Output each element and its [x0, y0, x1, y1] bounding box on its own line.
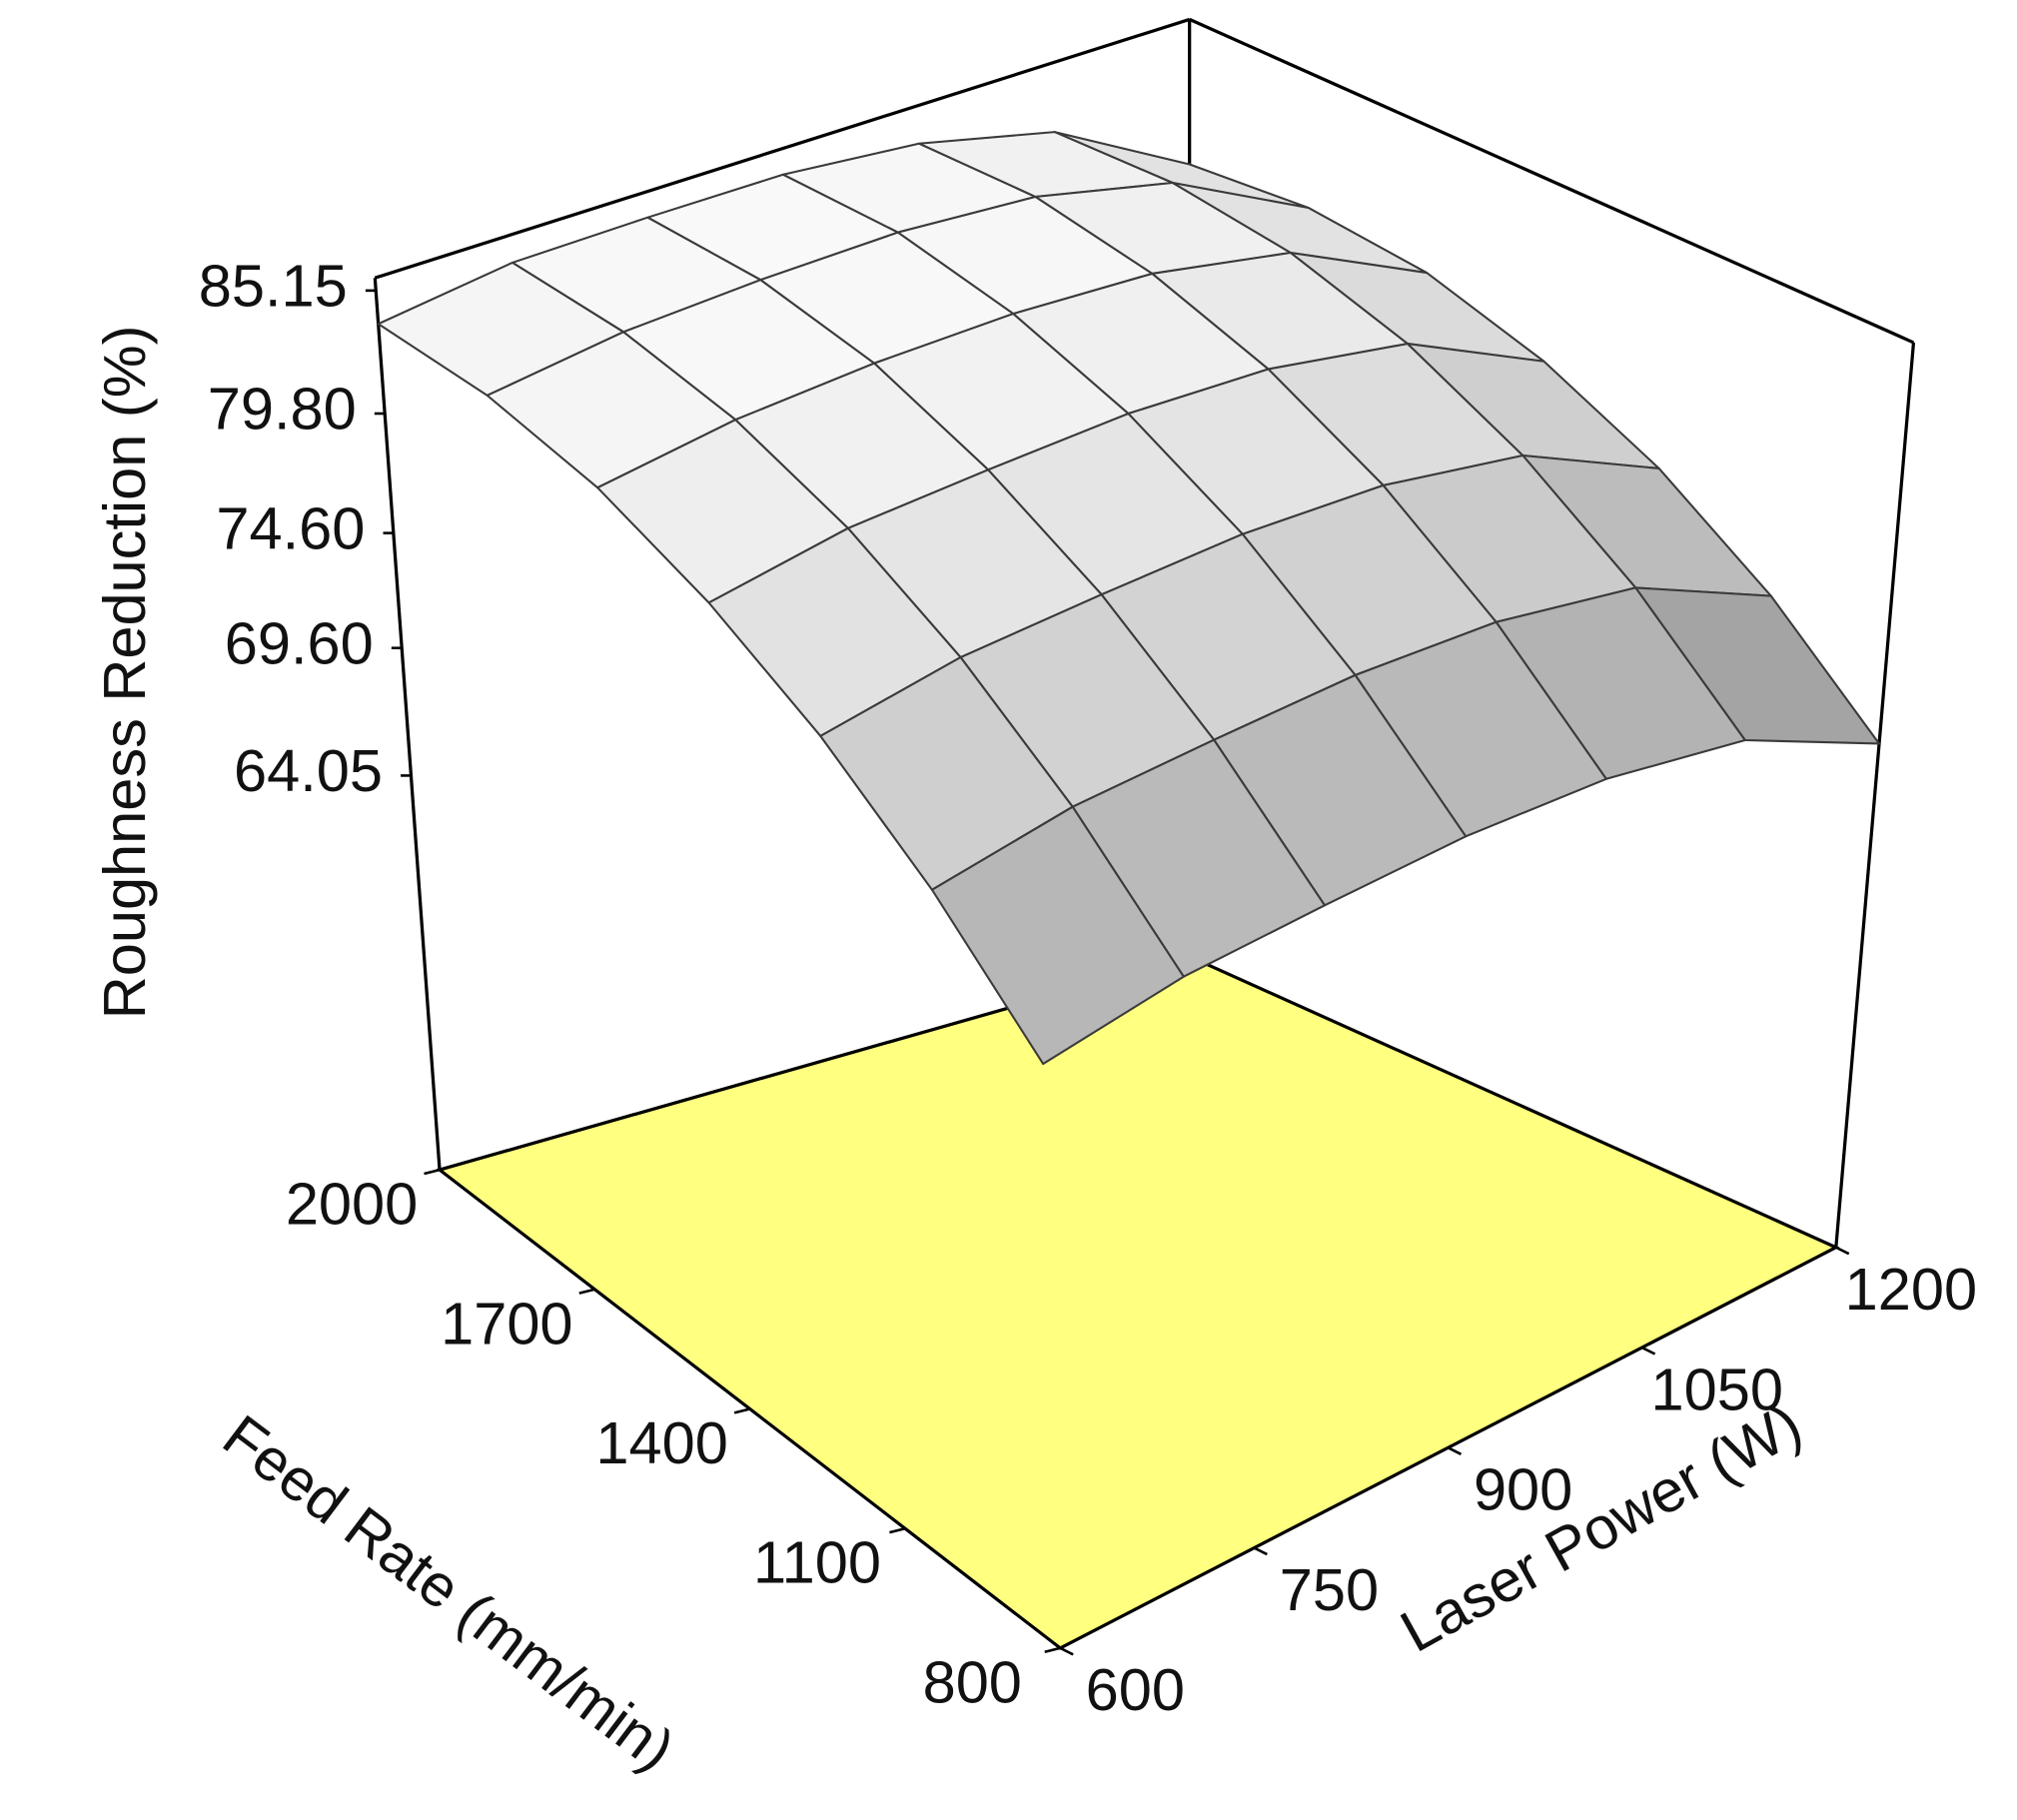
y-tick: [733, 1407, 750, 1414]
box-edge: [374, 17, 1191, 280]
x-tick-label: 1050: [1651, 1356, 1783, 1422]
y-tick: [1044, 1646, 1061, 1654]
box-edge: [1189, 17, 1915, 345]
z-axis-title: Roughness Reduction (%): [91, 326, 158, 1020]
box-edge: [1834, 342, 1916, 1248]
x-tick: [1253, 1546, 1268, 1556]
z-tick-label: 74.60: [216, 494, 365, 561]
y-tick: [424, 1168, 441, 1176]
z-tick-label: 69.60: [225, 609, 374, 676]
x-tick-label: 900: [1474, 1456, 1572, 1523]
z-tick-label: 85.15: [199, 253, 348, 320]
x-tick: [1835, 1246, 1850, 1256]
y-tick-label: 1700: [441, 1290, 572, 1357]
y-tick-label: 1400: [595, 1409, 727, 1476]
x-tick-label: 1200: [1845, 1256, 1977, 1323]
z-tick-label: 79.80: [208, 376, 357, 443]
surface-cell: [930, 805, 1185, 1066]
x-tick-label: 750: [1280, 1556, 1379, 1623]
box-edge: [373, 278, 442, 1171]
x-tick: [1447, 1446, 1463, 1455]
y-tick-label: 1100: [753, 1529, 881, 1596]
y-tick: [578, 1288, 595, 1295]
x-tick-label: 600: [1086, 1656, 1185, 1723]
x-tick: [1641, 1346, 1656, 1356]
y-tick-label: 2000: [286, 1171, 418, 1238]
x-tick: [1059, 1646, 1074, 1656]
z-tick-label: 64.05: [234, 737, 383, 804]
y-tick: [889, 1526, 906, 1534]
y-tick-label: 800: [923, 1648, 1022, 1715]
